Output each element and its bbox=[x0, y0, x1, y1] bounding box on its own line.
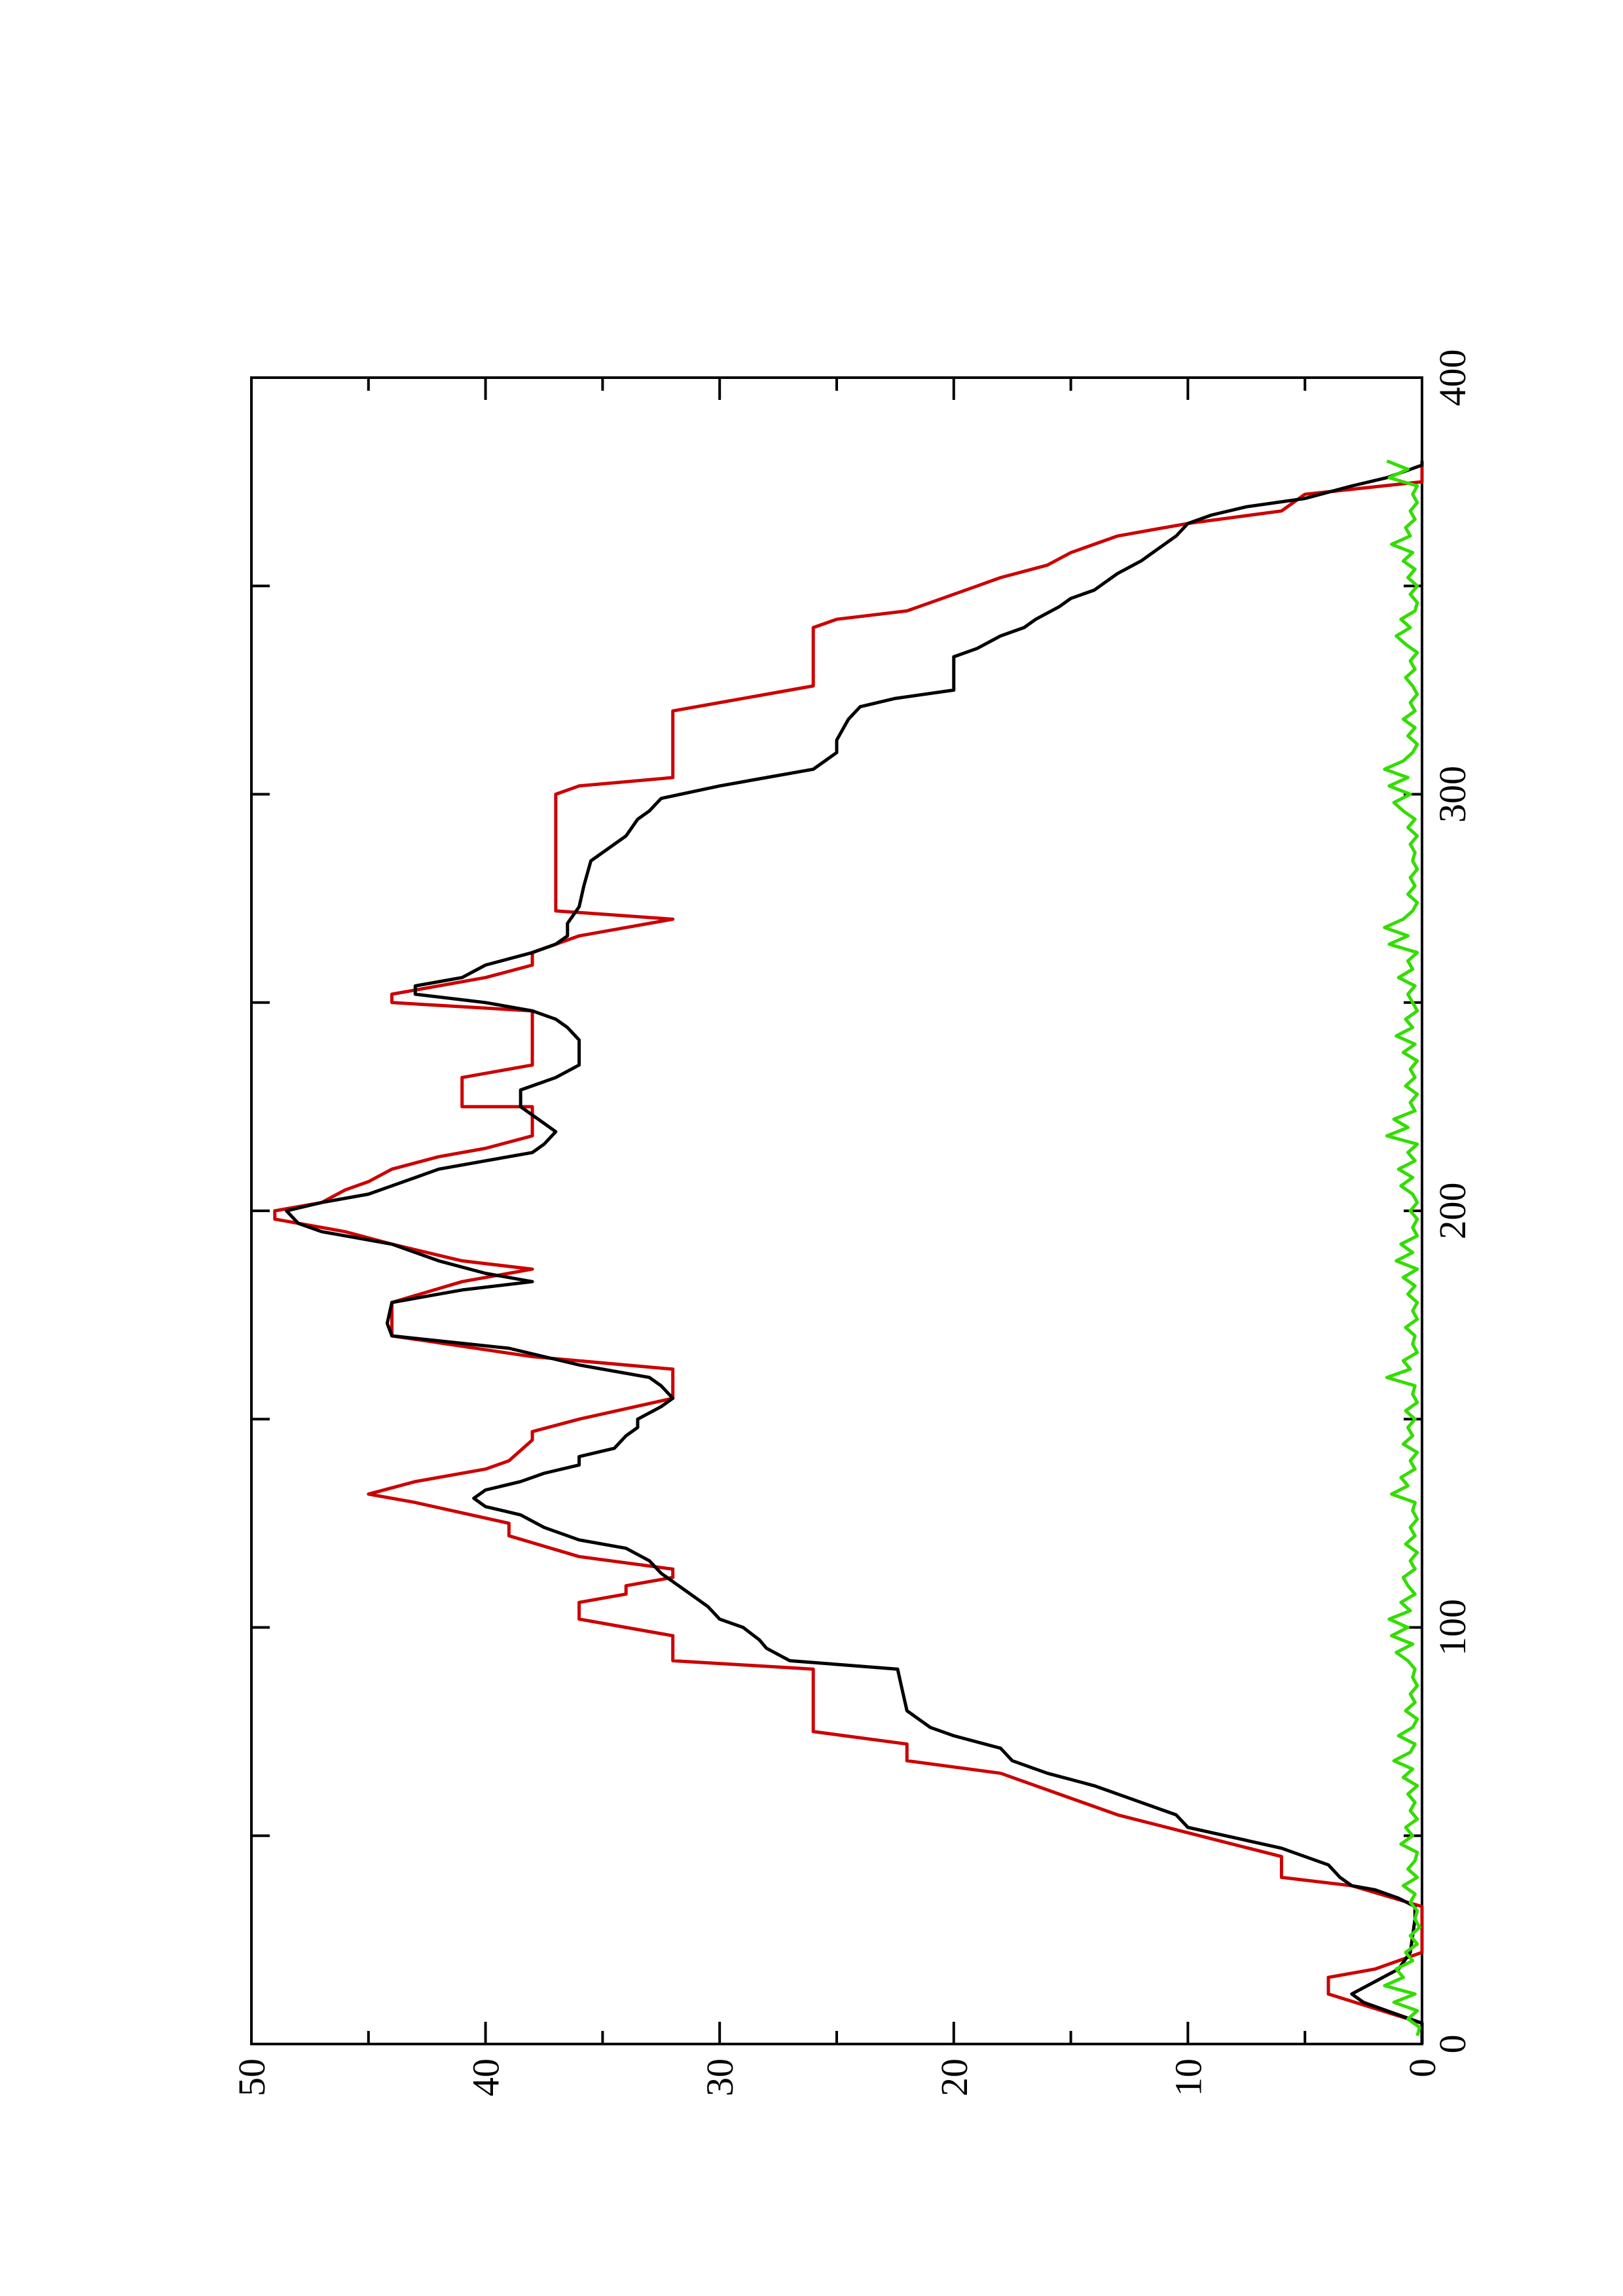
x-tick-label: 0 bbox=[1431, 2035, 1474, 2054]
y-tick-label: 30 bbox=[699, 2058, 741, 2096]
axis-ticks bbox=[250, 376, 1423, 2045]
y-tick-label: 10 bbox=[1167, 2058, 1209, 2096]
series-group bbox=[273, 459, 1424, 2044]
x-tick-label: 300 bbox=[1431, 766, 1474, 823]
y-tick-label: 40 bbox=[465, 2058, 507, 2096]
y-tick-label: 0 bbox=[1401, 2058, 1444, 2077]
x-tick-label: 400 bbox=[1431, 350, 1474, 406]
y-tick-label: 20 bbox=[933, 2058, 976, 2096]
x-tick-label: 100 bbox=[1431, 1599, 1474, 1656]
series-line-1 bbox=[273, 461, 1424, 2044]
series-line-3 bbox=[1383, 459, 1421, 2036]
axis-tick-labels: 0 100 200 300 400 0 10 20 30 40 50 bbox=[230, 350, 1474, 2097]
x-tick-label: 200 bbox=[1431, 1183, 1474, 1240]
plot-frame bbox=[250, 376, 1423, 2045]
series-line-2 bbox=[285, 461, 1424, 2044]
y-tick-label: 50 bbox=[230, 2058, 273, 2096]
